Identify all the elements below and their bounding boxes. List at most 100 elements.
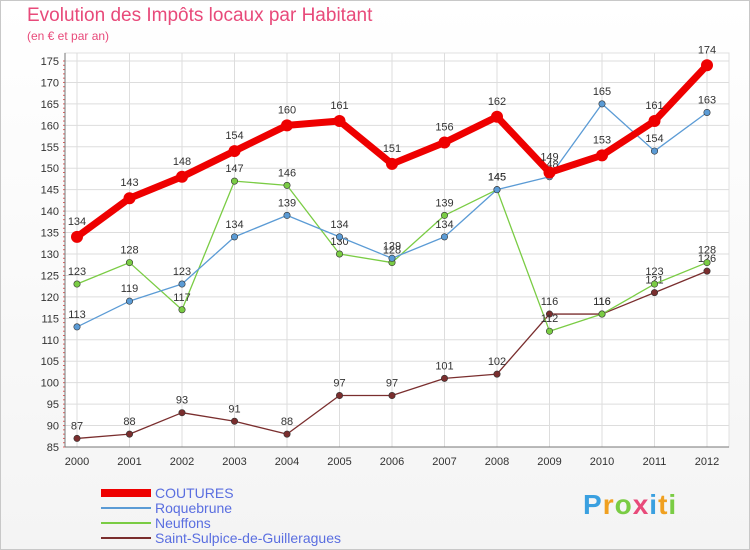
data-point bbox=[126, 430, 134, 438]
data-point bbox=[178, 306, 186, 314]
data-point bbox=[283, 430, 291, 438]
data-point bbox=[596, 149, 608, 162]
x-tick-label: 2010 bbox=[590, 456, 614, 468]
y-tick-label: 155 bbox=[41, 142, 59, 154]
data-point bbox=[440, 211, 448, 219]
data-point bbox=[178, 409, 186, 417]
y-tick-label: 165 bbox=[41, 99, 59, 111]
data-label: 145 bbox=[488, 172, 506, 184]
y-tick-label: 95 bbox=[47, 399, 59, 411]
data-point bbox=[650, 289, 658, 297]
y-tick-label: 145 bbox=[41, 185, 59, 197]
data-point bbox=[228, 145, 241, 158]
data-point bbox=[440, 233, 448, 241]
x-tick-label: 2006 bbox=[380, 456, 404, 468]
data-label: 147 bbox=[225, 163, 243, 175]
data-point bbox=[335, 233, 343, 241]
data-point bbox=[648, 115, 661, 128]
data-label: 161 bbox=[330, 100, 348, 112]
y-tick-label: 130 bbox=[41, 249, 59, 261]
data-label: 163 bbox=[698, 94, 716, 106]
data-label: 97 bbox=[386, 378, 398, 390]
data-label: 134 bbox=[330, 219, 348, 231]
data-point bbox=[231, 177, 239, 185]
data-label: 123 bbox=[173, 266, 191, 278]
data-point bbox=[543, 166, 556, 179]
data-point bbox=[440, 374, 448, 382]
data-label: 97 bbox=[333, 378, 345, 390]
data-point bbox=[176, 170, 188, 183]
data-point bbox=[388, 392, 396, 400]
data-label: 160 bbox=[278, 104, 296, 116]
data-point bbox=[493, 370, 501, 378]
y-tick-label: 90 bbox=[47, 421, 59, 433]
data-point bbox=[438, 136, 451, 149]
data-point bbox=[386, 157, 398, 170]
data-point bbox=[598, 100, 606, 108]
data-point bbox=[650, 280, 658, 288]
y-tick-label: 170 bbox=[41, 77, 59, 89]
data-label: 123 bbox=[645, 266, 663, 278]
data-label: 146 bbox=[278, 167, 296, 179]
data-label: 93 bbox=[176, 395, 188, 407]
data-label: 128 bbox=[698, 245, 716, 257]
data-label: 153 bbox=[593, 134, 611, 146]
data-point bbox=[493, 186, 501, 194]
data-label: 116 bbox=[593, 296, 611, 308]
data-point bbox=[388, 254, 396, 262]
data-label: 116 bbox=[593, 296, 611, 308]
legend-label: Neuffons bbox=[155, 515, 211, 531]
y-tick-label: 160 bbox=[41, 120, 59, 132]
data-point bbox=[126, 297, 134, 305]
data-label: 134 bbox=[435, 219, 453, 231]
x-tick-label: 2005 bbox=[327, 456, 351, 468]
data-point bbox=[650, 147, 658, 155]
data-label: 162 bbox=[488, 96, 506, 108]
data-label: 139 bbox=[278, 197, 296, 209]
y-tick-label: 85 bbox=[47, 442, 59, 454]
data-label: 149 bbox=[540, 152, 558, 164]
data-point bbox=[231, 417, 239, 425]
x-tick-label: 2002 bbox=[170, 456, 194, 468]
x-tick-label: 2009 bbox=[537, 456, 561, 468]
data-label: 154 bbox=[645, 133, 663, 145]
data-label: 174 bbox=[698, 44, 716, 56]
data-point bbox=[231, 233, 239, 241]
data-label: 148 bbox=[173, 156, 191, 168]
data-label: 112 bbox=[541, 313, 559, 325]
data-point bbox=[335, 250, 343, 258]
data-point bbox=[491, 110, 503, 123]
y-tick-label: 135 bbox=[41, 228, 59, 240]
y-tick-label: 125 bbox=[41, 270, 59, 282]
data-point bbox=[178, 280, 186, 288]
chart-subtitle: (en € et par an) bbox=[27, 29, 110, 43]
data-label: 123 bbox=[68, 266, 86, 278]
x-tick-label: 2008 bbox=[485, 456, 509, 468]
data-point bbox=[283, 211, 291, 219]
data-point bbox=[73, 434, 81, 442]
legend-label: COUTURES bbox=[155, 485, 234, 501]
data-label: 87 bbox=[71, 420, 83, 432]
y-tick-label: 110 bbox=[41, 335, 59, 347]
x-tick-label: 2003 bbox=[222, 456, 246, 468]
x-tick-label: 2007 bbox=[432, 456, 456, 468]
x-tick-label: 2012 bbox=[695, 456, 719, 468]
data-label: 129 bbox=[383, 240, 401, 252]
data-point bbox=[545, 327, 553, 335]
data-point bbox=[73, 323, 81, 331]
data-point bbox=[333, 115, 346, 128]
x-tick-label: 2001 bbox=[117, 456, 141, 468]
data-label: 156 bbox=[435, 121, 453, 133]
data-label: 101 bbox=[435, 360, 453, 372]
data-label: 165 bbox=[593, 86, 611, 98]
data-point bbox=[545, 310, 553, 318]
data-point bbox=[703, 259, 711, 267]
data-label: 139 bbox=[435, 197, 453, 209]
data-label: 88 bbox=[281, 416, 293, 428]
data-label: 161 bbox=[645, 100, 663, 112]
x-tick-label: 2011 bbox=[643, 456, 667, 468]
data-label: 102 bbox=[488, 356, 506, 368]
y-tick-label: 100 bbox=[41, 378, 59, 390]
y-tick-label: 115 bbox=[41, 313, 59, 325]
